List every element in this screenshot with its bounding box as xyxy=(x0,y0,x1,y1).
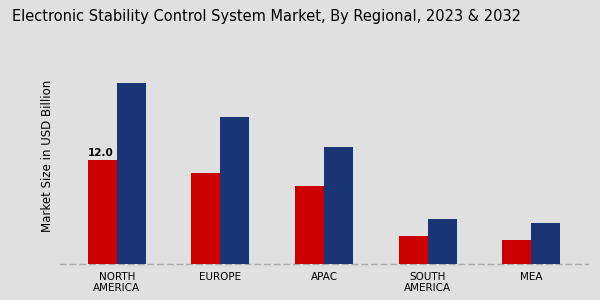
Bar xyxy=(324,147,353,264)
Bar xyxy=(295,186,324,264)
Bar xyxy=(502,240,531,264)
Bar xyxy=(428,219,457,264)
Bar xyxy=(88,160,117,264)
Y-axis label: Market Size in USD Billion: Market Size in USD Billion xyxy=(41,80,55,232)
Bar xyxy=(117,82,146,264)
Text: Electronic Stability Control System Market, By Regional, 2023 & 2032: Electronic Stability Control System Mark… xyxy=(12,9,521,24)
Bar xyxy=(531,223,560,264)
Bar xyxy=(398,236,428,264)
Text: 12.0: 12.0 xyxy=(88,148,113,158)
Bar xyxy=(191,173,220,264)
Bar xyxy=(220,117,250,264)
